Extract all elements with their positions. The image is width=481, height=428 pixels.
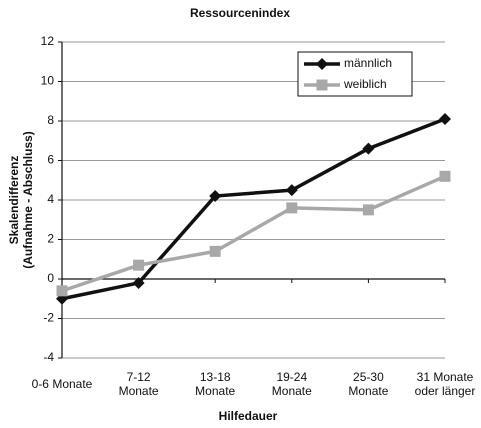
point <box>439 170 451 182</box>
point <box>439 113 451 126</box>
point <box>286 202 298 214</box>
y-tick-label: 6 <box>47 153 54 167</box>
y-tick-label: -2 <box>43 311 54 325</box>
x-tick-label: 25-30 Monate <box>348 370 388 398</box>
legend-label: männlich <box>344 56 392 70</box>
point <box>362 204 374 216</box>
x-tick-label: 19-24 Monate <box>272 370 312 398</box>
x-tick-label: 0-6 Monate <box>32 377 93 391</box>
legend-marker <box>316 58 328 70</box>
point <box>132 276 145 289</box>
point <box>133 259 145 271</box>
y-tick-label: -4 <box>43 350 54 364</box>
y-tick-label: 2 <box>47 232 54 246</box>
x-tick-label: 7-12 Monate <box>119 370 159 398</box>
legend-label: weiblich <box>343 77 387 91</box>
y-tick-label: 10 <box>41 74 55 88</box>
point <box>209 190 222 203</box>
point <box>56 285 68 297</box>
point <box>362 142 375 155</box>
y-tick-label: 4 <box>47 192 54 206</box>
series-line <box>61 174 446 293</box>
x-axis-label: Hilfedauer <box>219 409 278 423</box>
legend-marker <box>316 79 328 91</box>
y-axis-label: Skalendifferenz(Aufnahme - Abschluss) <box>7 131 35 269</box>
y-tick-label: 12 <box>41 34 55 48</box>
y-tick-label: 0 <box>47 271 54 285</box>
point <box>209 245 221 257</box>
x-tick-label: 31 Monate oder länger <box>415 370 476 398</box>
chart-title: Ressourcenindex <box>190 6 290 20</box>
y-tick-label: 8 <box>47 113 54 127</box>
series-line <box>61 117 446 301</box>
point <box>285 184 298 197</box>
x-tick-label: 13-18 Monate <box>195 370 235 398</box>
